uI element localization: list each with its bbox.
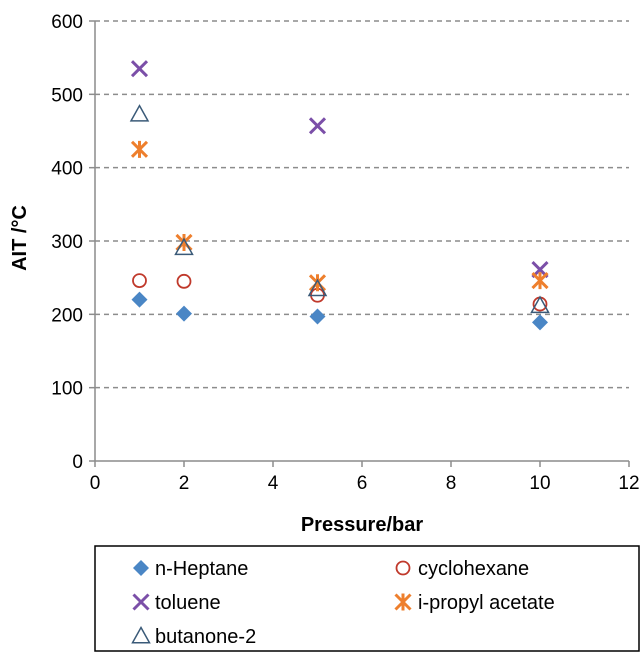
legend-label-i-propyl-acetate: i-propyl acetate bbox=[418, 592, 555, 614]
legend-label-cyclohexane: cyclohexane bbox=[418, 558, 529, 580]
data-point-i-propyl-acetate bbox=[132, 141, 147, 158]
legend: n-Heptane cyclohexane toluene i-propyl acet… bbox=[95, 546, 639, 651]
x-tick-label: 6 bbox=[357, 473, 368, 494]
x-tick-label: 0 bbox=[90, 473, 101, 494]
axes bbox=[89, 21, 629, 467]
data-point-n-heptane bbox=[132, 292, 148, 308]
data-point-n-heptane bbox=[176, 306, 192, 322]
data-point-n-heptane bbox=[310, 309, 326, 325]
data-point-n-heptane bbox=[532, 314, 548, 330]
data-point-cyclohexane bbox=[178, 275, 191, 288]
data-point-cyclohexane bbox=[133, 274, 146, 287]
legend-label-butanone-2: butanone-2 bbox=[155, 626, 256, 648]
x-tick-label: 10 bbox=[529, 473, 550, 494]
y-tick-label: 0 bbox=[72, 452, 83, 473]
data-point-i-propyl-acetate bbox=[533, 272, 548, 289]
y-tick-label: 400 bbox=[51, 159, 83, 180]
y-tick-label: 600 bbox=[51, 12, 83, 33]
data-points bbox=[131, 61, 549, 330]
y-tick-label: 200 bbox=[51, 305, 83, 326]
x-axis-label: Pressure/bar bbox=[301, 514, 424, 536]
data-point-butanone-2 bbox=[131, 106, 148, 121]
data-point-toluene bbox=[132, 61, 147, 76]
legend-label-toluene: toluene bbox=[155, 592, 221, 614]
legend-label-n-heptane: n-Heptane bbox=[155, 558, 248, 580]
y-tick-label: 300 bbox=[51, 232, 83, 253]
x-tick-label: 12 bbox=[618, 473, 639, 494]
grid-lines bbox=[95, 21, 629, 388]
tick-labels: 0 100 200 300 400 500 600 0 2 4 6 8 10 12 bbox=[51, 12, 639, 494]
x-tick-label: 4 bbox=[268, 473, 279, 494]
x-tick-label: 2 bbox=[179, 473, 190, 494]
y-tick-label: 500 bbox=[51, 85, 83, 106]
y-axis-label: AIT /°C bbox=[9, 205, 31, 271]
data-point-toluene bbox=[310, 118, 325, 133]
y-tick-label: 100 bbox=[51, 379, 83, 400]
x-tick-label: 8 bbox=[446, 473, 457, 494]
